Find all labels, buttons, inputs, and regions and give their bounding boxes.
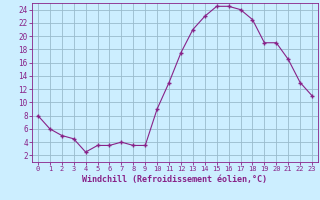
X-axis label: Windchill (Refroidissement éolien,°C): Windchill (Refroidissement éolien,°C) bbox=[83, 175, 268, 184]
